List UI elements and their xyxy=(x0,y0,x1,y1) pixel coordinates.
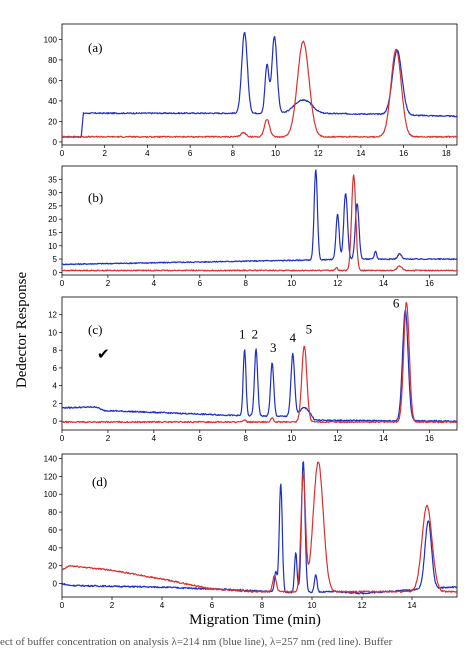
y-tick-label: 35 xyxy=(48,175,57,184)
y-tick-label: 15 xyxy=(48,228,57,237)
series-line-red xyxy=(61,461,457,593)
x-tick-label: 16 xyxy=(425,434,434,443)
chart-panel-2: 0 2 4 6 8 10 12 14 16 0 5 10 15 20 25 30 35 (b) xyxy=(48,165,458,288)
y-tick-label: 10 xyxy=(48,328,57,337)
y-axis-title: Dedector Response xyxy=(14,272,30,389)
x-tick-label: 14 xyxy=(379,279,388,288)
x-tick-label: 8 xyxy=(243,434,248,443)
x-tick-label: 2 xyxy=(106,279,111,288)
peak-label: 5 xyxy=(306,321,313,336)
y-tick-label: 80 xyxy=(48,508,57,517)
chart-panel-1: 0 2 4 6 8 10 12 14 16 18 0 20 40 60 80 100 (a) xyxy=(44,23,458,158)
x-tick-label: 12 xyxy=(333,279,342,288)
x-tick-label: 16 xyxy=(425,279,434,288)
plot-frame xyxy=(61,23,458,146)
panel-label: (a) xyxy=(88,40,102,55)
x-tick-label: 6 xyxy=(188,149,193,158)
y-tick-label: 2 xyxy=(53,399,58,408)
x-tick-label: 14 xyxy=(379,434,388,443)
x-tick-label: 8 xyxy=(260,601,265,610)
y-tick-label: 5 xyxy=(53,255,58,264)
checkmark-icon: ✔ xyxy=(97,345,110,363)
y-tick-label: 20 xyxy=(48,562,57,571)
x-tick-label: 12 xyxy=(358,601,367,610)
plot-frame xyxy=(61,165,458,276)
peak-label: 4 xyxy=(290,330,297,345)
x-tick-label: 16 xyxy=(399,149,408,158)
x-tick-label: 2 xyxy=(110,601,115,610)
peak-label: 3 xyxy=(270,340,277,355)
x-tick-label: 12 xyxy=(333,434,342,443)
y-tick-label: 40 xyxy=(48,97,57,106)
x-tick-label: 6 xyxy=(210,601,215,610)
y-tick-label: 20 xyxy=(48,215,57,224)
series-line-blue xyxy=(62,461,458,595)
x-tick-label: 4 xyxy=(160,601,165,610)
x-tick-label: 14 xyxy=(356,149,365,158)
x-tick-label: 0 xyxy=(60,279,65,288)
x-tick-label: 10 xyxy=(271,149,280,158)
y-tick-label: 0 xyxy=(53,417,58,426)
x-tick-label: 8 xyxy=(231,149,236,158)
y-tick-label: 8 xyxy=(53,346,58,355)
series-line-blue xyxy=(61,169,458,266)
peak-label: 2 xyxy=(252,327,259,342)
x-tick-label: 10 xyxy=(308,601,317,610)
x-tick-label: 2 xyxy=(102,149,107,158)
x-tick-label: 6 xyxy=(198,279,203,288)
y-tick-label: 6 xyxy=(53,364,58,373)
y-tick-label: 120 xyxy=(44,472,58,481)
y-tick-label: 100 xyxy=(44,35,58,44)
y-tick-label: 10 xyxy=(48,242,57,251)
x-tick-label: 0 xyxy=(60,149,65,158)
panel-label: (c) xyxy=(88,322,102,337)
y-tick-label: 80 xyxy=(48,56,57,65)
peak-label: 6 xyxy=(393,296,400,311)
x-tick-label: 2 xyxy=(106,434,111,443)
x-tick-label: 12 xyxy=(314,149,323,158)
y-tick-label: 60 xyxy=(48,76,57,85)
y-tick-label: 40 xyxy=(48,544,57,553)
x-tick-label: 10 xyxy=(287,279,296,288)
x-axis-title: Migration Time (min) xyxy=(189,612,321,628)
y-tick-label: 0 xyxy=(53,268,58,277)
y-tick-label: 0 xyxy=(53,580,58,589)
x-tick-label: 14 xyxy=(408,601,417,610)
y-tick-label: 30 xyxy=(48,189,57,198)
series-line-red xyxy=(61,301,458,424)
y-tick-label: 140 xyxy=(44,454,58,463)
x-tick-label: 0 xyxy=(60,601,65,610)
figure-caption: ect of buffer concentration on analysis … xyxy=(0,636,393,648)
x-tick-label: 4 xyxy=(145,149,150,158)
panel-label: (b) xyxy=(88,190,103,205)
x-tick-label: 0 xyxy=(60,434,65,443)
x-tick-label: 4 xyxy=(152,279,157,288)
series-line-red xyxy=(61,174,458,272)
y-tick-label: 0 xyxy=(53,138,58,147)
x-tick-label: 10 xyxy=(287,434,296,443)
y-tick-label: 4 xyxy=(53,382,58,391)
y-tick-label: 100 xyxy=(44,490,58,499)
x-tick-label: 6 xyxy=(198,434,203,443)
x-tick-label: 8 xyxy=(243,279,248,288)
y-tick-label: 12 xyxy=(48,311,57,320)
plot-frame xyxy=(61,453,458,598)
plot-frame xyxy=(61,296,458,431)
series-line-red xyxy=(61,40,458,138)
series-line-blue xyxy=(62,31,458,138)
y-tick-label: 60 xyxy=(48,526,57,535)
panel-label: (d) xyxy=(92,474,107,489)
x-tick-label: 18 xyxy=(442,149,451,158)
peak-label: 1 xyxy=(239,327,246,342)
y-tick-label: 20 xyxy=(48,117,57,126)
x-tick-label: 4 xyxy=(152,434,157,443)
y-tick-label: 25 xyxy=(48,202,57,211)
series-line-blue xyxy=(61,309,458,423)
